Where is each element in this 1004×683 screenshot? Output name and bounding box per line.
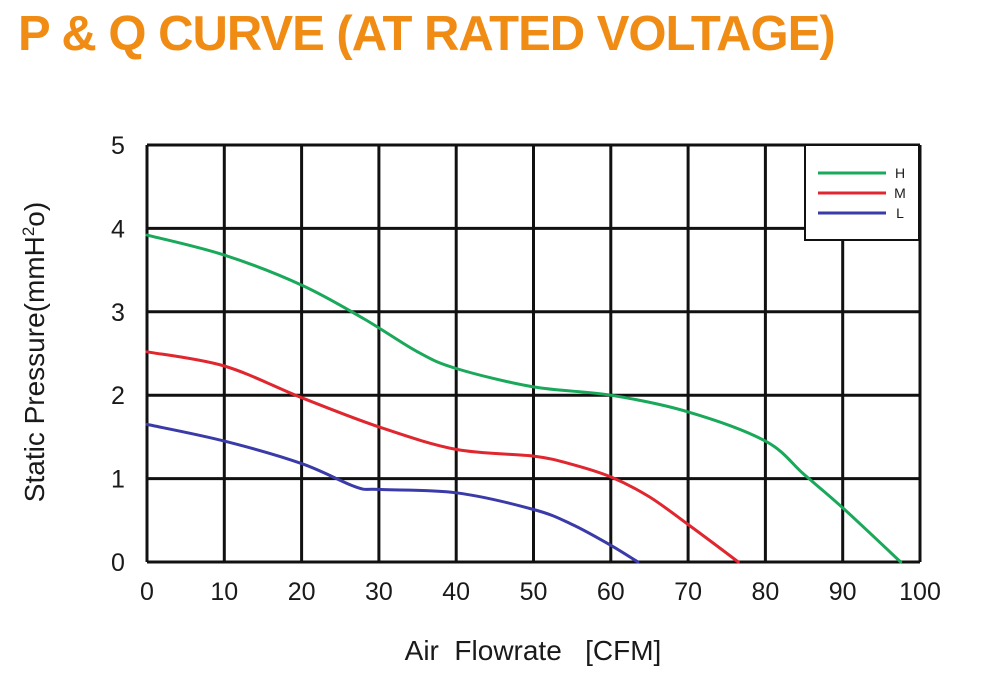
y-tick-label: 4 [111, 215, 125, 243]
y-tick-label: 0 [111, 549, 125, 577]
y-axis-label-sup: 2 [19, 227, 38, 236]
chart-title: P & Q CURVE (AT RATED VOLTAGE) [18, 7, 836, 61]
curve-H [145, 233, 903, 564]
y-axis-label-end: o) [19, 202, 50, 227]
x-tick-label: 60 [597, 578, 625, 606]
x-tick-label: 30 [365, 578, 393, 606]
x-tick-label: 20 [288, 578, 316, 606]
x-tick-label: 100 [899, 578, 941, 606]
x-tick-label: 50 [520, 578, 548, 606]
legend: HML [804, 144, 920, 241]
y-tick-label: 5 [111, 132, 125, 160]
y-axis-label: Static Pressure(mmH2o) [19, 202, 50, 502]
x-tick-labels: 0 10 20 30 40 50 60 70 80 90 100 [140, 578, 941, 606]
legend-label-L: L [896, 205, 904, 221]
y-tick-labels: 0 1 2 3 4 5 [111, 132, 125, 577]
curve-L [145, 422, 640, 564]
grid-lines [145, 143, 922, 564]
x-tick-label: 10 [210, 578, 238, 606]
legend-label-M: M [894, 185, 906, 201]
curve-M [145, 350, 740, 564]
x-tick-label: 90 [829, 578, 857, 606]
x-tick-label: 0 [140, 578, 154, 606]
x-axis-label: Air Flowrate [CFM] [405, 635, 662, 666]
x-tick-label: 80 [751, 578, 779, 606]
curves [145, 233, 903, 564]
x-tick-label: 40 [442, 578, 470, 606]
legend-label-H: H [895, 165, 905, 181]
y-tick-label: 2 [111, 382, 125, 410]
y-tick-label: 1 [111, 466, 125, 494]
y-axis-label-main: Static Pressure(mmH [19, 236, 50, 502]
x-tick-label: 70 [674, 578, 702, 606]
y-tick-label: 3 [111, 299, 125, 327]
